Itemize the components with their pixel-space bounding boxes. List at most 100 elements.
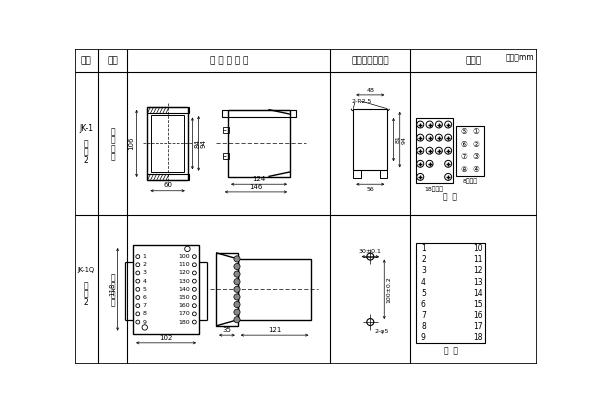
- Text: 正  视: 正 视: [444, 346, 457, 355]
- Text: 10: 10: [473, 244, 482, 253]
- Text: ③: ③: [473, 153, 479, 162]
- Text: 13: 13: [473, 278, 482, 287]
- Text: 170: 170: [178, 311, 190, 317]
- Text: 6: 6: [421, 300, 426, 309]
- Text: 48: 48: [367, 88, 374, 92]
- Text: 板: 板: [110, 127, 115, 136]
- Text: 81: 81: [396, 136, 401, 144]
- Circle shape: [435, 134, 442, 141]
- Circle shape: [445, 147, 452, 154]
- Text: 单位：mm: 单位：mm: [506, 54, 534, 63]
- Circle shape: [234, 263, 240, 270]
- Bar: [223, 126, 229, 133]
- Bar: [416, 118, 453, 184]
- Text: 线: 线: [110, 299, 115, 308]
- Text: JK-1: JK-1: [79, 124, 93, 133]
- Text: 120: 120: [178, 270, 190, 275]
- Text: ②: ②: [473, 140, 479, 149]
- Text: 60: 60: [163, 182, 172, 189]
- Circle shape: [234, 294, 240, 300]
- Circle shape: [445, 173, 452, 180]
- Text: ④: ④: [473, 165, 479, 174]
- Text: 端子图: 端子图: [466, 56, 482, 65]
- Text: 9: 9: [143, 319, 146, 325]
- Text: 160: 160: [178, 303, 190, 308]
- Bar: [238, 259, 312, 320]
- Text: 图: 图: [84, 290, 88, 299]
- Text: 11: 11: [473, 255, 482, 264]
- Circle shape: [234, 256, 240, 262]
- Text: 18点端子: 18点端子: [424, 186, 444, 192]
- Text: 14: 14: [473, 289, 482, 298]
- Text: 94: 94: [201, 139, 207, 148]
- Text: ⑧: ⑧: [460, 165, 467, 174]
- Bar: [152, 115, 184, 172]
- Text: 4: 4: [421, 278, 426, 287]
- Circle shape: [445, 121, 452, 128]
- Circle shape: [417, 160, 424, 167]
- Circle shape: [445, 134, 452, 141]
- Bar: [216, 253, 238, 326]
- Circle shape: [435, 147, 442, 154]
- Text: 17: 17: [473, 322, 482, 331]
- Bar: [353, 171, 361, 178]
- Circle shape: [426, 134, 433, 141]
- Text: 84: 84: [195, 139, 201, 148]
- Circle shape: [417, 121, 424, 128]
- Text: 前: 前: [110, 282, 115, 291]
- Text: 2-φ5: 2-φ5: [375, 329, 389, 334]
- Circle shape: [426, 147, 433, 154]
- Bar: [456, 126, 484, 176]
- Circle shape: [234, 286, 240, 292]
- Bar: [228, 110, 290, 177]
- Text: 56: 56: [367, 187, 374, 191]
- Text: 附: 附: [84, 139, 88, 148]
- Bar: [380, 171, 387, 178]
- Text: 5: 5: [143, 287, 146, 292]
- Circle shape: [234, 317, 240, 323]
- Text: 121: 121: [268, 327, 281, 333]
- Text: 3: 3: [421, 266, 426, 275]
- Text: 94: 94: [402, 135, 407, 144]
- Text: 5: 5: [421, 289, 426, 298]
- Text: 35: 35: [223, 327, 232, 333]
- Bar: [353, 109, 387, 171]
- Text: 1: 1: [143, 254, 146, 259]
- Text: 8点端子: 8点端子: [462, 178, 478, 184]
- Text: ⑥: ⑥: [460, 140, 467, 149]
- Text: 140: 140: [178, 287, 190, 292]
- Text: 110: 110: [178, 262, 190, 267]
- Text: 180: 180: [178, 319, 190, 325]
- Text: 146: 146: [250, 184, 263, 190]
- Text: 安装开孔尺寸图: 安装开孔尺寸图: [352, 56, 389, 65]
- Text: 2: 2: [84, 156, 88, 165]
- Text: 8: 8: [143, 311, 146, 317]
- Circle shape: [435, 121, 442, 128]
- Text: 30±0.1: 30±0.1: [359, 249, 381, 254]
- Circle shape: [234, 279, 240, 285]
- Text: 9: 9: [421, 333, 426, 342]
- Text: 118: 118: [109, 283, 115, 296]
- Circle shape: [417, 173, 424, 180]
- Bar: [416, 243, 485, 343]
- Text: 16: 16: [473, 311, 482, 320]
- Text: 4: 4: [143, 279, 146, 283]
- Text: 106: 106: [128, 137, 134, 150]
- Text: 接: 接: [110, 144, 115, 153]
- Bar: [147, 174, 189, 180]
- Bar: [223, 153, 229, 160]
- Text: 线: 线: [110, 153, 115, 162]
- Text: 102: 102: [159, 335, 173, 341]
- Text: 图: 图: [84, 147, 88, 156]
- Bar: [147, 107, 189, 113]
- Bar: [147, 107, 188, 180]
- Text: 15: 15: [473, 300, 482, 309]
- Text: 附: 附: [84, 281, 88, 290]
- Text: 2: 2: [84, 298, 88, 307]
- Text: 3: 3: [143, 270, 146, 275]
- Text: 2: 2: [143, 262, 146, 267]
- Bar: [222, 110, 296, 117]
- Circle shape: [234, 271, 240, 277]
- Text: ⑦: ⑦: [460, 153, 467, 162]
- Text: 后: 后: [110, 136, 115, 145]
